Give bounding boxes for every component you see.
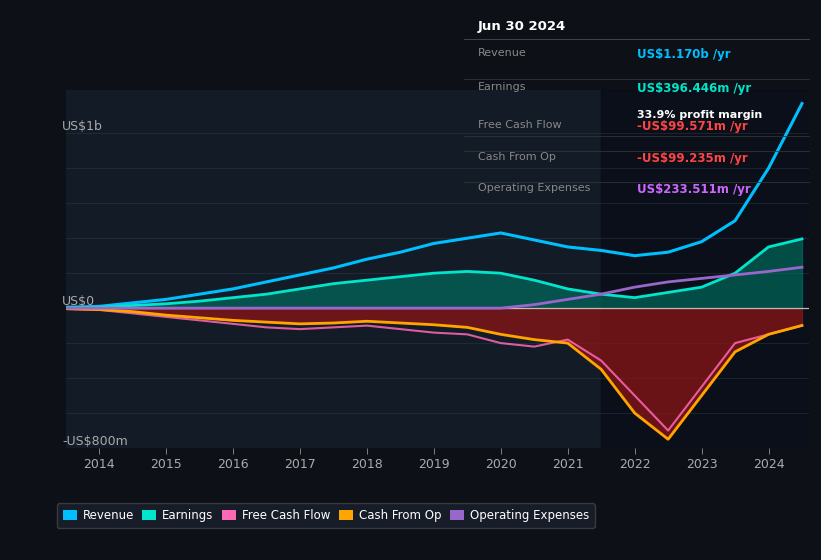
Text: Revenue: Revenue	[478, 48, 526, 58]
Text: Operating Expenses: Operating Expenses	[478, 183, 590, 193]
Text: Jun 30 2024: Jun 30 2024	[478, 20, 566, 34]
Text: US$1.170b /yr: US$1.170b /yr	[637, 48, 731, 61]
Text: -US$800m: -US$800m	[62, 435, 128, 448]
Text: -US$99.235m /yr: -US$99.235m /yr	[637, 152, 748, 165]
Text: Cash From Op: Cash From Op	[478, 152, 556, 161]
Text: US$0: US$0	[62, 295, 95, 308]
Bar	[601, 90, 812, 448]
Text: US$396.446m /yr: US$396.446m /yr	[637, 82, 751, 95]
Legend: Revenue, Earnings, Free Cash Flow, Cash From Op, Operating Expenses: Revenue, Earnings, Free Cash Flow, Cash …	[57, 503, 594, 528]
Text: US$233.511m /yr: US$233.511m /yr	[637, 183, 751, 197]
Text: Free Cash Flow: Free Cash Flow	[478, 120, 562, 130]
Text: -US$99.571m /yr: -US$99.571m /yr	[637, 120, 748, 133]
Text: Earnings: Earnings	[478, 82, 526, 92]
Text: 33.9% profit margin: 33.9% profit margin	[637, 110, 763, 120]
Text: US$1b: US$1b	[62, 120, 103, 133]
